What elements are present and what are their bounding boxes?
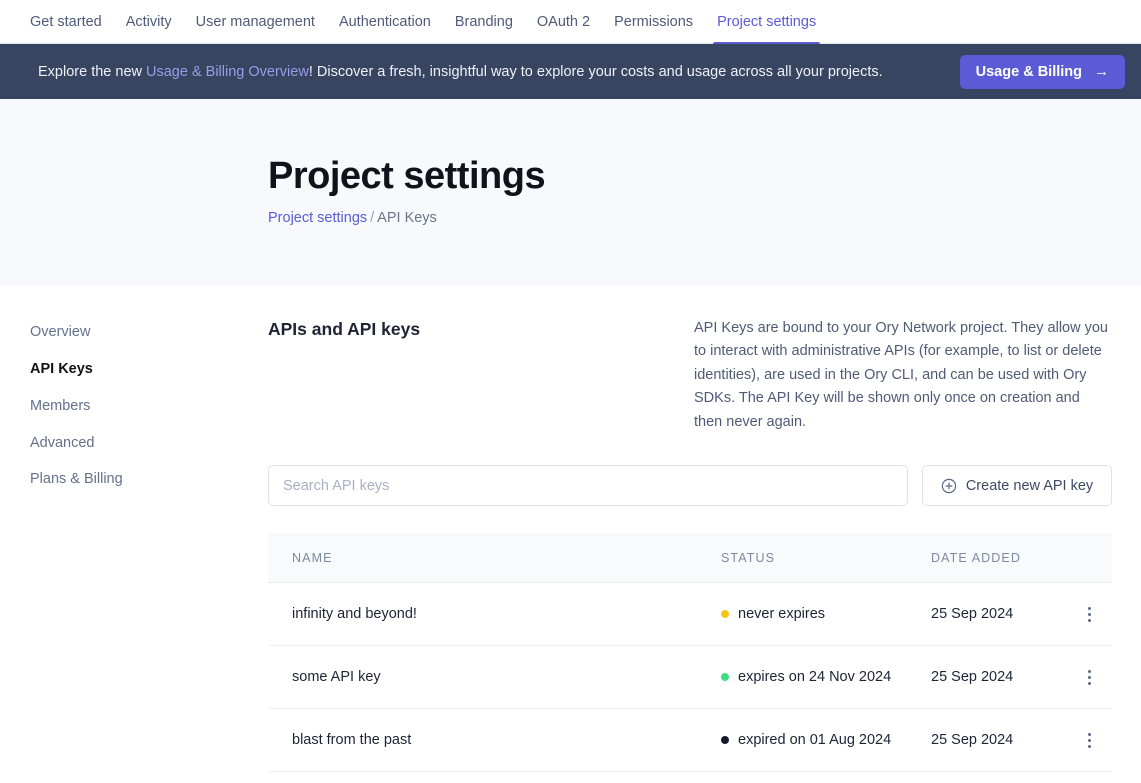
table-body: infinity and beyond! never expires 25 Sep … [268,583,1112,773]
page-body: Overview API Keys Members Advanced Plans & B… [0,285,1141,773]
api-keys-toolbar: Create new API key [268,465,1112,507]
table-row: infinity and beyond! never expires 25 Sep … [268,583,1112,647]
api-key-status: never expires [721,606,931,622]
row-actions-button[interactable] [1066,664,1112,691]
breadcrumb-separator: / [370,209,375,226]
search-input[interactable] [268,465,908,507]
status-label: expired on 01 Aug 2024 [738,732,892,749]
api-key-date-added: 25 Sep 2024 [931,669,1014,686]
topnav-item-project-settings[interactable]: Project settings [705,0,828,44]
plus-circle-icon [941,478,957,494]
section-intro: APIs and API keys API Keys are bound to … [268,317,1112,434]
topnav-item-activity[interactable]: Activity [125,13,172,30]
status-label: never expires [738,606,826,623]
create-new-api-key-label: Create new API key [965,477,1094,494]
status-dot-icon [721,736,729,745]
kebab-menu-icon [1078,727,1101,754]
arrow-right-icon: → [1094,63,1109,80]
kebab-menu-icon [1078,664,1101,691]
column-header-date-added: DATE ADDED [931,550,1021,565]
table-row: blast from the past expired on 01 Aug 202… [268,709,1112,773]
column-header-status: STATUS [721,550,776,565]
banner-message: Explore the new Usage & Billing Overview… [38,64,960,80]
usage-billing-button[interactable]: Usage & Billing → [959,54,1125,89]
api-key-name: blast from the past [292,732,412,749]
api-key-status: expired on 01 Aug 2024 [721,732,931,748]
banner-text-before: Explore the new [38,63,147,80]
api-key-name: some API key [292,669,381,686]
sidebar-item-api-keys[interactable]: API Keys [30,360,93,377]
topnav-item-get-started[interactable]: Get started [30,13,102,30]
settings-sidebar: Overview API Keys Members Advanced Plans & B… [0,317,268,772]
api-key-name: infinity and beyond! [292,606,417,623]
create-new-api-key-button[interactable]: Create new API key [922,465,1112,507]
api-key-date-added: 25 Sep 2024 [931,606,1014,623]
usage-billing-overview-link[interactable]: Usage & Billing Overview [146,63,309,80]
topnav-item-oauth-2[interactable]: OAuth 2 [536,13,591,30]
announcement-banner: Explore the new Usage & Billing Overview… [0,44,1141,99]
section-title: APIs and API keys [268,319,421,339]
kebab-menu-icon [1078,601,1101,628]
banner-text-after: ! Discover a fresh, insightful way to ex… [308,63,883,80]
breadcrumb-current: API Keys [377,209,437,226]
topnav-item-user-management[interactable]: User management [195,13,315,30]
page-header: Project settings Project settings / API Ke… [0,99,1141,285]
api-key-date-added: 25 Sep 2024 [931,732,1014,749]
section-description: API Keys are bound to your Ory Network p… [694,320,1108,430]
status-dot-icon [721,610,729,619]
status-dot-icon [721,673,729,682]
sidebar-item-plans-billing[interactable]: Plans & Billing [30,471,123,488]
sidebar-item-advanced[interactable]: Advanced [30,434,95,451]
api-keys-table: NAME STATUS DATE ADDED infinity and beyo… [268,533,1112,773]
status-label: expires on 24 Nov 2024 [738,669,892,686]
breadcrumb-link-project-settings[interactable]: Project settings [268,209,368,226]
row-actions-button[interactable] [1066,601,1112,628]
column-header-name: NAME [292,550,333,565]
topnav-item-permissions[interactable]: Permissions [614,13,694,30]
sidebar-item-members[interactable]: Members [30,397,91,414]
page-title: Project settings [268,155,546,197]
top-navigation-bar: Get started Activity User management Authen… [0,0,1141,44]
main-content: APIs and API keys API Keys are bound to … [268,317,1141,773]
usage-billing-button-label: Usage & Billing [975,63,1082,80]
api-key-status: expires on 24 Nov 2024 [721,669,931,685]
topnav-item-authentication[interactable]: Authentication [338,13,431,30]
table-header-row: NAME STATUS DATE ADDED [268,533,1112,584]
row-actions-button[interactable] [1066,727,1112,754]
sidebar-item-overview[interactable]: Overview [30,324,91,340]
topnav-item-branding[interactable]: Branding [454,13,513,30]
table-row: some API key expires on 24 Nov 2024 25 Sep… [268,646,1112,710]
breadcrumb: Project settings / API Keys [268,210,1141,226]
